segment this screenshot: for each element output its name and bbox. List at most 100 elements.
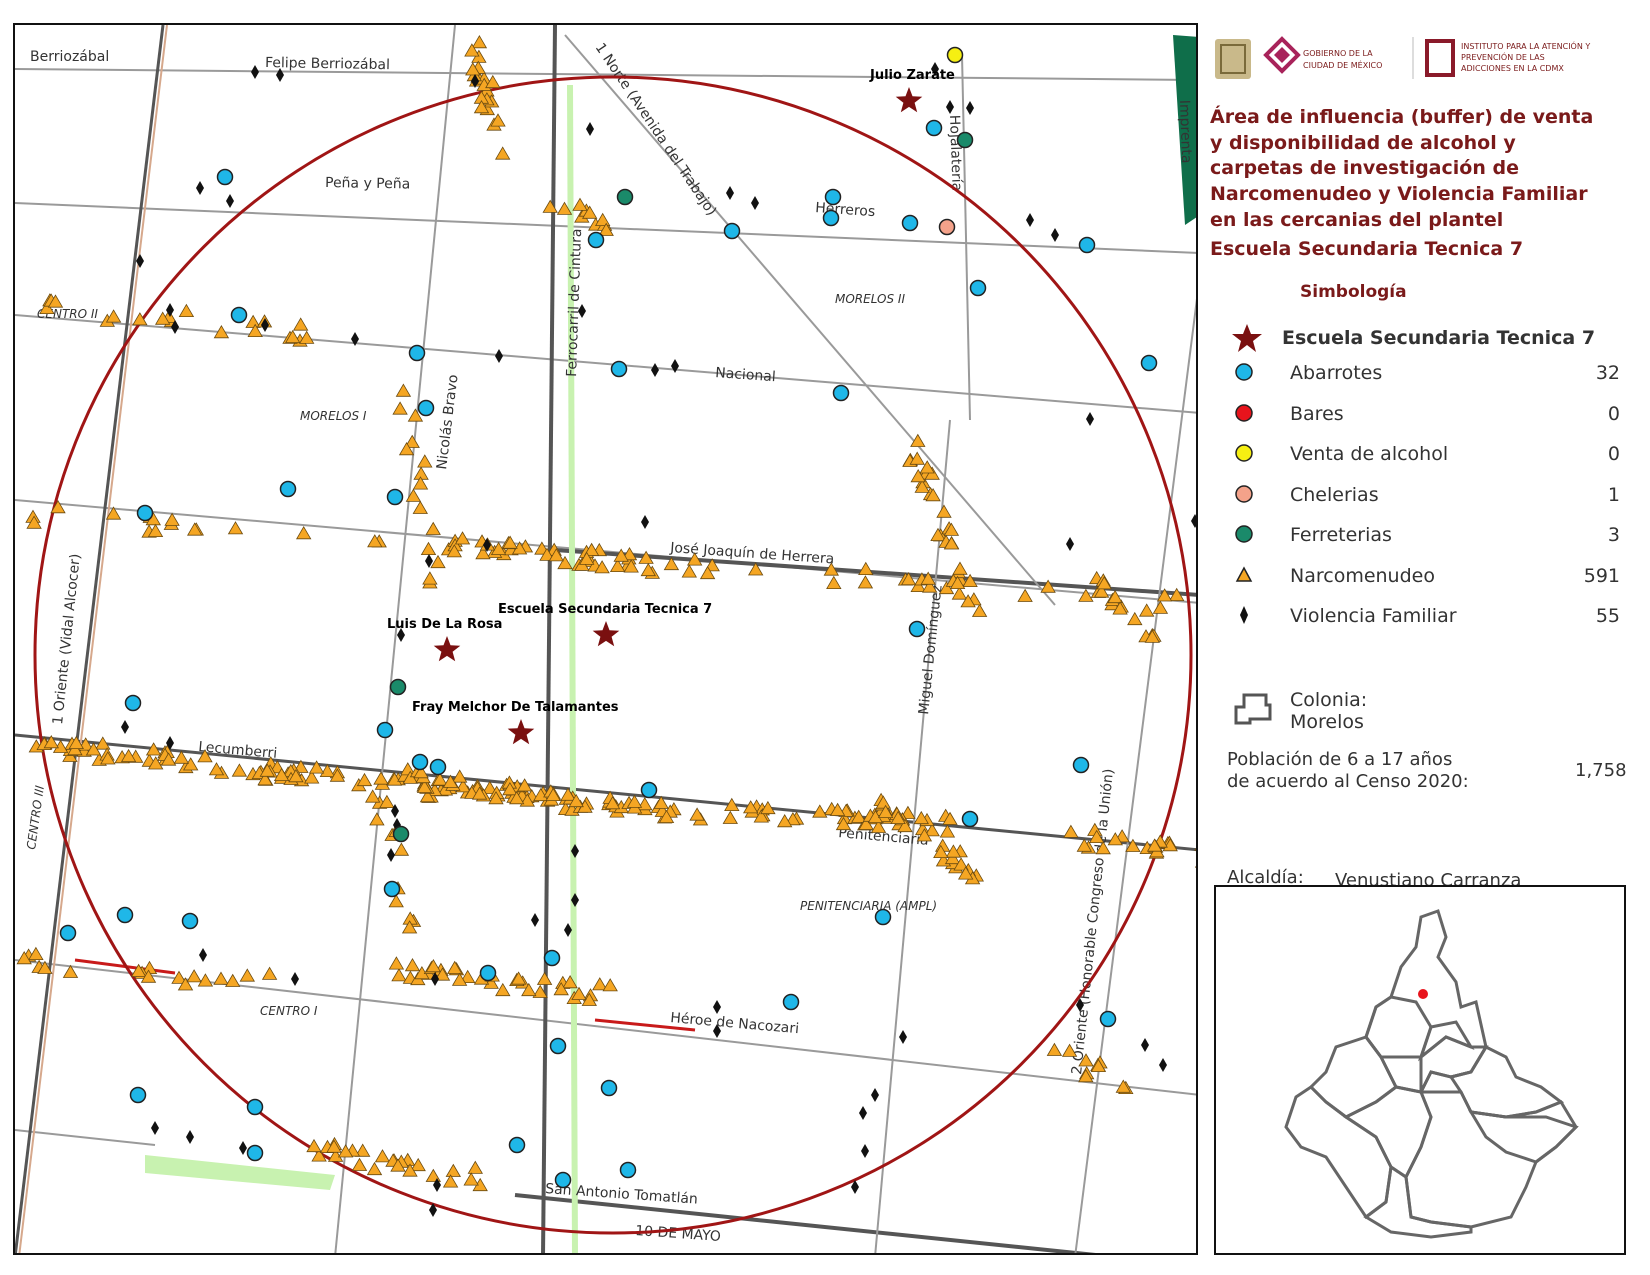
- narcomenudeo-marker: [365, 789, 381, 803]
- legend-item-ferreterias: Ferreterias 3: [1230, 520, 1630, 550]
- street-label-berriozabal: Berriozábal: [30, 49, 109, 65]
- map-canvas[interactable]: Berriozábal Felipe Berriozábal Peña y Pe…: [15, 25, 1198, 1255]
- narcomenudeo-marker: [943, 536, 960, 550]
- narcomenudeo-marker: [432, 772, 448, 786]
- narcomenudeo-marker: [971, 603, 988, 617]
- park-strip-ferrocarril: [567, 84, 578, 1253]
- legend-item-venta-de-alcohol: Venta de alcohol 0: [1230, 439, 1630, 469]
- gov-logo-line1: GOBIERNO DE LA: [1303, 49, 1373, 58]
- narcomenudeo-marker: [922, 579, 938, 593]
- road-1-oriente-rail: [18, 25, 168, 1253]
- narcomenudeo-marker: [556, 201, 573, 215]
- narcomenudeo-marker: [653, 795, 669, 809]
- establishment-marker: [616, 188, 634, 206]
- narcomenudeo-marker: [548, 548, 564, 562]
- establishment-marker: [246, 1144, 264, 1162]
- street-label-nacozari: Héroe de Nacozari: [670, 1010, 800, 1037]
- street-label-10-de-mayo: 10 DE MAYO: [635, 1223, 722, 1245]
- street-label-2-oriente: 2 Oriente (Honorable Congreso de la Unió…: [1069, 768, 1117, 1075]
- road-nacozari: [15, 959, 1196, 1096]
- narcomenudeo-marker: [609, 558, 626, 572]
- school-marker-julio-zarate[interactable]: Julio Zarate: [869, 68, 955, 113]
- narcomenudeo-marker: [542, 199, 558, 213]
- street-label-imprenta: Imprenta: [1176, 100, 1194, 164]
- establishment-marker: [549, 1037, 567, 1055]
- school-label-est7: Escuela Secundaria Tecnica 7: [498, 602, 712, 617]
- street-label-lecumberri: Lecumberri: [198, 739, 278, 762]
- narcomenudeo-marker: [16, 951, 32, 965]
- narcomenudeo-marker: [516, 778, 533, 792]
- narcomenudeo-marker: [579, 551, 595, 565]
- narcomenudeo-marker: [532, 984, 548, 998]
- establishment-marker: [408, 344, 426, 362]
- establishment-marker: [554, 1171, 572, 1189]
- circle-icon: [1235, 403, 1253, 422]
- title-line-2: y disponibilidad de alcohol y: [1210, 132, 1516, 154]
- narcomenudeo-marker: [490, 541, 507, 555]
- school-marker-fray-melchor[interactable]: Fray Melchor De Talamantes: [412, 700, 619, 745]
- road-nicolas-bravo: [334, 25, 456, 1253]
- school-marker-luis-de-la-rosa[interactable]: Luis De La Rosa: [387, 617, 502, 662]
- narcomenudeo-marker: [213, 971, 229, 985]
- narcomenudeo-marker: [465, 62, 481, 76]
- street-label-nicolas-bravo: Nicolás Bravo: [434, 374, 462, 471]
- narcomenudeo-marker: [930, 527, 946, 541]
- legend-count: 0: [1607, 402, 1620, 425]
- narcomenudeo-marker: [68, 735, 84, 749]
- road-red-segment-b: [594, 1018, 696, 1032]
- narcomenudeo-marker: [171, 970, 187, 984]
- road-south-west: [15, 1129, 156, 1146]
- narcomenudeo-marker: [1107, 589, 1123, 604]
- narcomenudeo-marker: [953, 857, 969, 871]
- narcomenudeo-marker: [197, 749, 213, 763]
- population-value: 1,758: [1575, 760, 1627, 781]
- population-label-line2: de acuerdo al Censo 2020:: [1227, 771, 1469, 792]
- inset-map-svg: [1284, 909, 1579, 1239]
- establishment-marker: [640, 781, 658, 799]
- legend-label: Violencia Familiar: [1290, 605, 1457, 627]
- narcomenudeo-marker: [945, 844, 962, 858]
- legend-label: Abarrotes: [1290, 362, 1383, 384]
- narcomenudeo-marker: [877, 804, 894, 818]
- establishment-marker: [116, 906, 134, 924]
- street-label-avenida-del-trabajo: 1 Norte (Avenida del Trabajo): [592, 40, 720, 219]
- narcomenudeo-marker: [446, 544, 462, 558]
- narcomenudeo-marker: [419, 789, 436, 803]
- narcomenudeo-marker: [910, 433, 926, 447]
- establishment-marker: [246, 1098, 264, 1116]
- school-marker-est7[interactable]: Escuela Secundaria Tecnica 7: [498, 602, 712, 647]
- road-2-oriente: [1074, 298, 1196, 1253]
- legend-count: 55: [1595, 605, 1620, 627]
- establishment-marker: [901, 214, 919, 232]
- narcomenudeo-marker: [28, 946, 44, 960]
- narcomenudeo-marker: [640, 562, 656, 577]
- narcomenudeo-marker: [594, 560, 610, 574]
- violencia-familiar-marker: [121, 720, 129, 734]
- narcomenudeo-marker: [925, 488, 941, 502]
- narcomenudeo-marker: [355, 1143, 371, 1157]
- narcomenudeo-marker: [582, 205, 598, 219]
- narcomenudeo-marker: [37, 960, 53, 974]
- narcomenudeo-marker: [1063, 824, 1079, 838]
- establishment-marker: [124, 694, 142, 712]
- narcomenudeo-marker: [1169, 587, 1185, 601]
- street-label-1-oriente: 1 Oriente (Vidal Alcocer): [50, 553, 84, 725]
- narcomenudeo-marker: [539, 547, 555, 561]
- narcomenudeo-marker: [1093, 584, 1110, 598]
- street-label-felipe-berriozabal: Felipe Berriozábal: [265, 55, 390, 73]
- narcomenudeo-marker: [1127, 611, 1143, 626]
- establishment-marker: [543, 949, 561, 967]
- violencia-familiar-marker: [1026, 213, 1034, 227]
- establishment-marker: [925, 119, 943, 137]
- narcomenudeo-marker: [95, 736, 111, 750]
- violencia-familiar-marker: [751, 196, 759, 210]
- narcomenudeo-marker: [851, 809, 867, 823]
- colonia-label-morelos-ii: MORELOS II: [835, 292, 905, 306]
- street-label-ferrocarril: Ferrocarril de Cintura: [564, 228, 585, 377]
- narcomenudeo-marker: [1146, 838, 1163, 852]
- street-label-hojalateria: Hojalatería: [946, 115, 965, 192]
- map-frame[interactable]: Berriozábal Felipe Berriozábal Peña y Pe…: [13, 23, 1198, 1255]
- narcomenudeo-marker: [1194, 847, 1196, 851]
- narcomenudeo-marker: [147, 523, 164, 538]
- narcomenudeo-marker: [1096, 576, 1112, 590]
